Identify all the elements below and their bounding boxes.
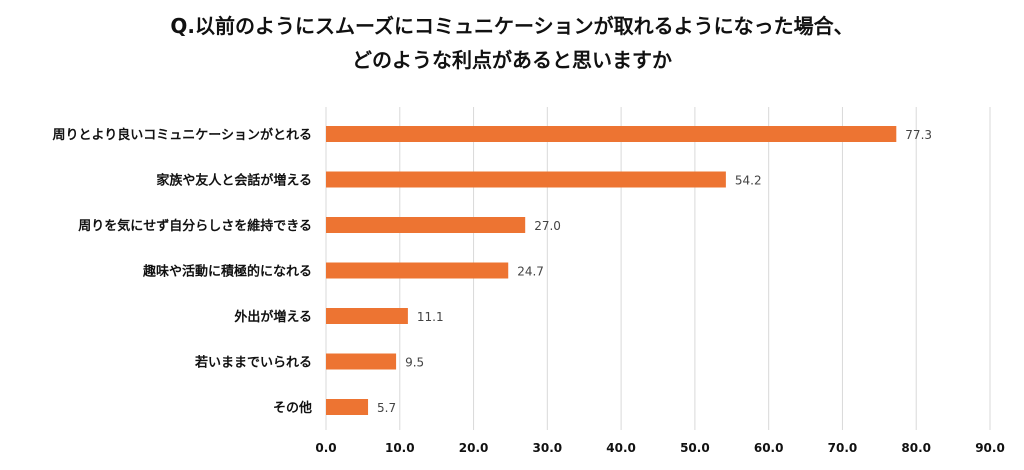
bar — [326, 217, 526, 233]
category-label: その他 — [273, 400, 312, 416]
x-tick-label: 10.0 — [385, 441, 415, 455]
x-tick-label: 90.0 — [975, 441, 1005, 455]
category-label: 周りを気にせず自分らしさを維持できる — [78, 218, 312, 234]
category-label: 若いままでいられる — [194, 355, 312, 371]
chart-title-line-1: Q.以前のようにスムーズにコミュニケーションが取れるようになった場合、 — [170, 14, 854, 38]
x-tick-label: 40.0 — [606, 441, 636, 455]
category-label: 周りとより良いコミュニケーションがとれる — [53, 127, 312, 143]
bar — [326, 399, 369, 415]
value-label: 54.2 — [735, 174, 762, 188]
category-label: 趣味や活動に積極的になれる — [142, 264, 312, 280]
bar — [326, 353, 397, 370]
x-tick-label: 80.0 — [901, 441, 931, 455]
x-tick-label: 0.0 — [315, 441, 336, 455]
category-label: 外出が増える — [233, 309, 312, 325]
x-tick-label: 20.0 — [459, 441, 489, 455]
x-tick-label: 60.0 — [754, 441, 784, 455]
value-label: 77.3 — [905, 128, 932, 142]
bar — [326, 171, 726, 188]
x-tick-label: 70.0 — [828, 441, 858, 455]
value-label: 9.5 — [405, 356, 424, 370]
bar — [326, 126, 897, 142]
value-label: 5.7 — [377, 401, 396, 415]
chart-title-line-2: どのような利点があると思いますか — [352, 48, 672, 72]
x-tick-label: 50.0 — [680, 441, 710, 455]
bar — [326, 308, 408, 324]
x-tick-label: 30.0 — [533, 441, 563, 455]
category-label: 家族や友人と会話が増える — [156, 173, 312, 189]
bar — [326, 262, 509, 279]
value-label: 24.7 — [517, 265, 544, 279]
value-label: 11.1 — [417, 310, 444, 324]
value-label: 27.0 — [534, 219, 561, 233]
